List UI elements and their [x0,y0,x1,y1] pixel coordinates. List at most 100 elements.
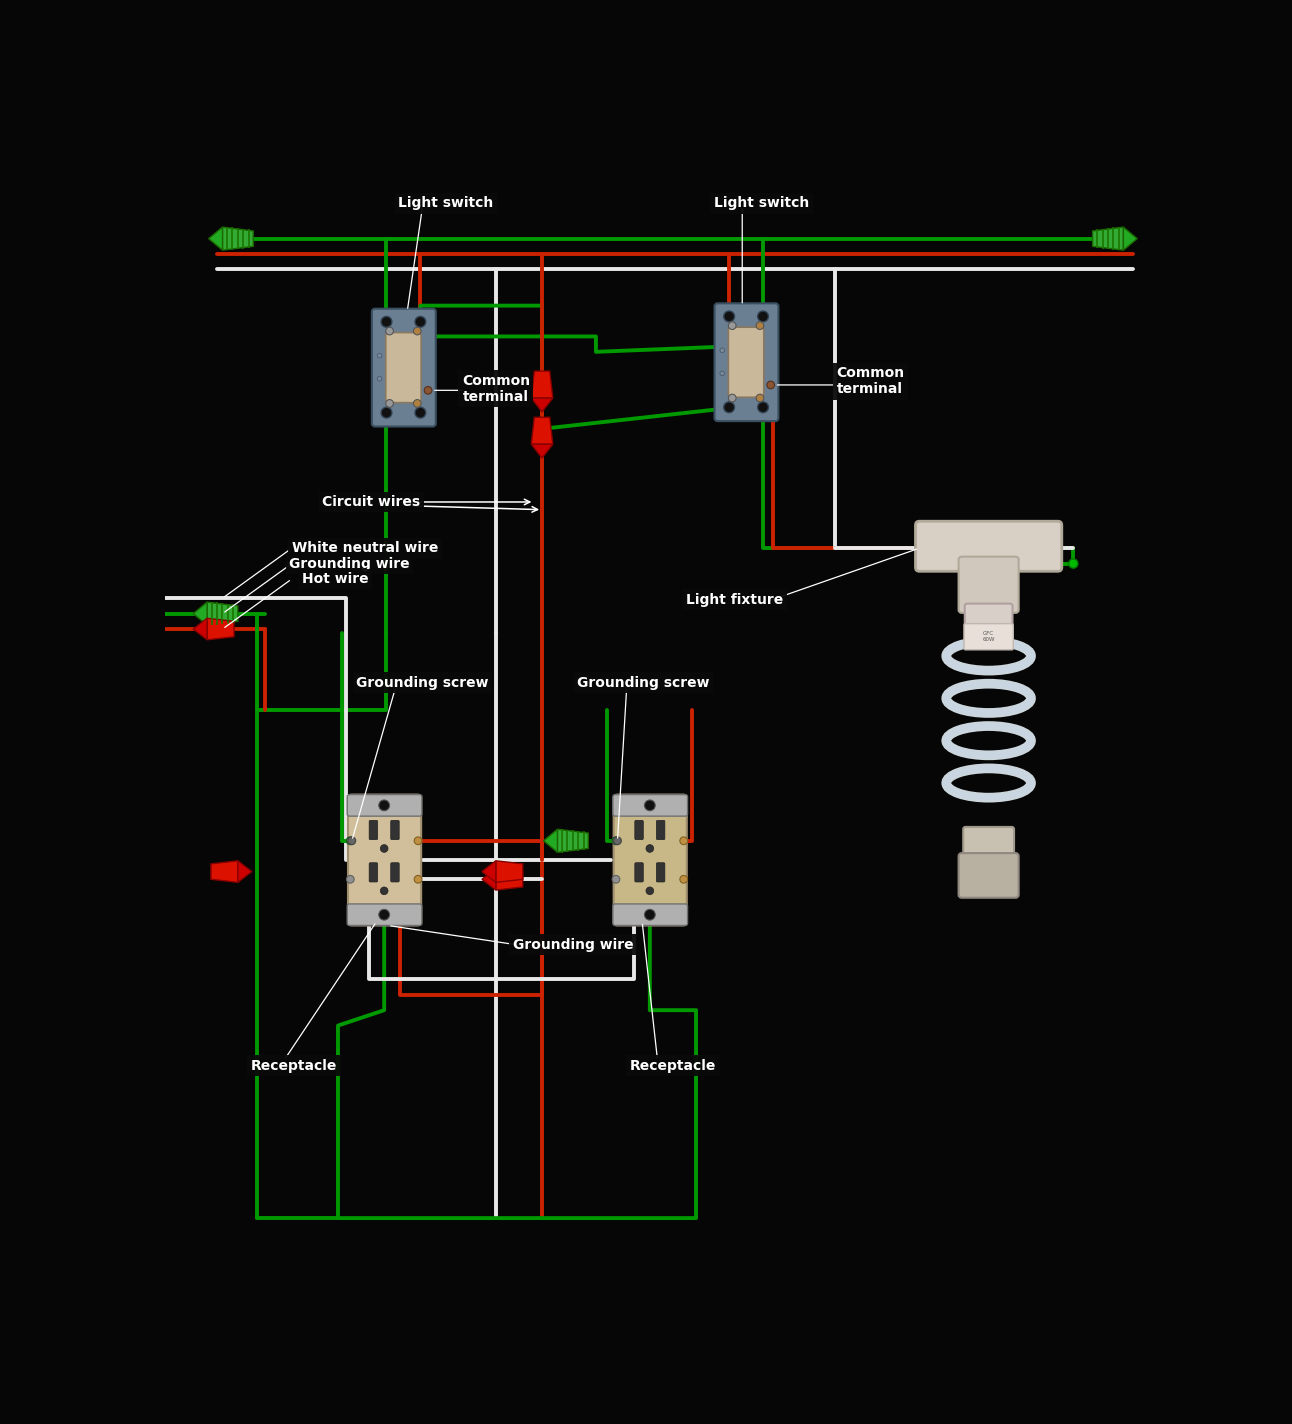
Circle shape [767,382,775,389]
Text: Grounding screw: Grounding screw [578,676,709,691]
Circle shape [729,322,736,329]
Circle shape [413,328,421,335]
FancyBboxPatch shape [916,521,1062,571]
FancyBboxPatch shape [614,795,687,926]
Polygon shape [531,372,553,399]
Text: Hot wire: Hot wire [302,572,370,587]
Circle shape [386,400,394,407]
Polygon shape [557,829,588,853]
Circle shape [612,837,620,844]
FancyBboxPatch shape [656,863,665,881]
FancyBboxPatch shape [656,820,665,840]
Circle shape [413,400,421,407]
Circle shape [757,402,769,413]
Circle shape [756,322,764,329]
Circle shape [612,837,620,844]
Circle shape [680,876,687,883]
Polygon shape [531,444,553,459]
Circle shape [380,844,388,853]
FancyBboxPatch shape [729,328,764,397]
Circle shape [381,316,391,328]
Circle shape [346,876,354,883]
FancyBboxPatch shape [959,557,1018,612]
Polygon shape [194,618,207,639]
FancyBboxPatch shape [372,309,435,427]
Text: Circuit wires: Circuit wires [322,496,420,508]
FancyBboxPatch shape [348,904,422,926]
FancyBboxPatch shape [964,624,1013,649]
Circle shape [424,386,432,394]
Text: White neutral wire: White neutral wire [292,541,438,555]
FancyBboxPatch shape [714,303,778,422]
Text: Grounding screw: Grounding screw [357,676,488,691]
Circle shape [415,316,426,328]
Circle shape [757,310,769,322]
FancyBboxPatch shape [390,820,399,840]
Circle shape [346,837,354,844]
Circle shape [646,887,654,894]
FancyBboxPatch shape [348,795,421,926]
FancyBboxPatch shape [964,827,1014,863]
Circle shape [377,376,382,382]
Polygon shape [496,869,523,890]
Circle shape [724,310,735,322]
Polygon shape [208,226,222,251]
Circle shape [614,837,621,844]
FancyBboxPatch shape [634,863,643,881]
FancyBboxPatch shape [370,820,377,840]
Circle shape [415,407,426,419]
Text: Grounding wire: Grounding wire [513,938,633,951]
Polygon shape [1093,226,1123,251]
Circle shape [415,837,422,844]
Text: Common
terminal: Common terminal [461,373,530,404]
Circle shape [645,910,655,920]
FancyBboxPatch shape [959,853,1018,897]
Circle shape [386,328,394,335]
Circle shape [381,407,391,419]
Text: Light fixture: Light fixture [686,592,783,607]
Polygon shape [194,602,207,625]
FancyBboxPatch shape [612,904,687,926]
Polygon shape [238,860,252,883]
Circle shape [724,402,735,413]
Polygon shape [482,860,496,883]
Circle shape [756,394,764,402]
Text: Light switch: Light switch [714,197,809,211]
FancyBboxPatch shape [370,863,377,881]
Circle shape [720,372,725,376]
FancyBboxPatch shape [386,333,421,403]
Circle shape [646,844,654,853]
Circle shape [720,347,725,353]
Polygon shape [544,829,557,853]
Circle shape [612,876,620,883]
Circle shape [415,876,422,883]
Circle shape [729,394,736,402]
Text: Grounding wire: Grounding wire [289,557,410,571]
Text: Receptacle: Receptacle [251,1058,337,1072]
Text: Receptacle: Receptacle [629,1058,716,1072]
Circle shape [1068,560,1078,568]
Circle shape [680,837,687,844]
Polygon shape [207,602,238,625]
Text: Light switch: Light switch [398,197,494,211]
Polygon shape [222,226,253,251]
FancyBboxPatch shape [965,604,1013,642]
Circle shape [645,800,655,810]
Circle shape [380,887,388,894]
Circle shape [377,353,382,357]
Circle shape [379,910,390,920]
Polygon shape [482,869,496,890]
Polygon shape [1123,226,1137,251]
Circle shape [346,837,354,844]
Text: Common
terminal: Common terminal [836,366,904,396]
FancyBboxPatch shape [634,820,643,840]
Text: GFC
60W: GFC 60W [982,631,995,642]
FancyBboxPatch shape [612,795,687,816]
Polygon shape [531,417,553,444]
Polygon shape [207,618,234,639]
Polygon shape [211,860,238,883]
Polygon shape [531,399,553,412]
FancyBboxPatch shape [390,863,399,881]
Polygon shape [496,860,523,883]
Circle shape [348,837,355,844]
